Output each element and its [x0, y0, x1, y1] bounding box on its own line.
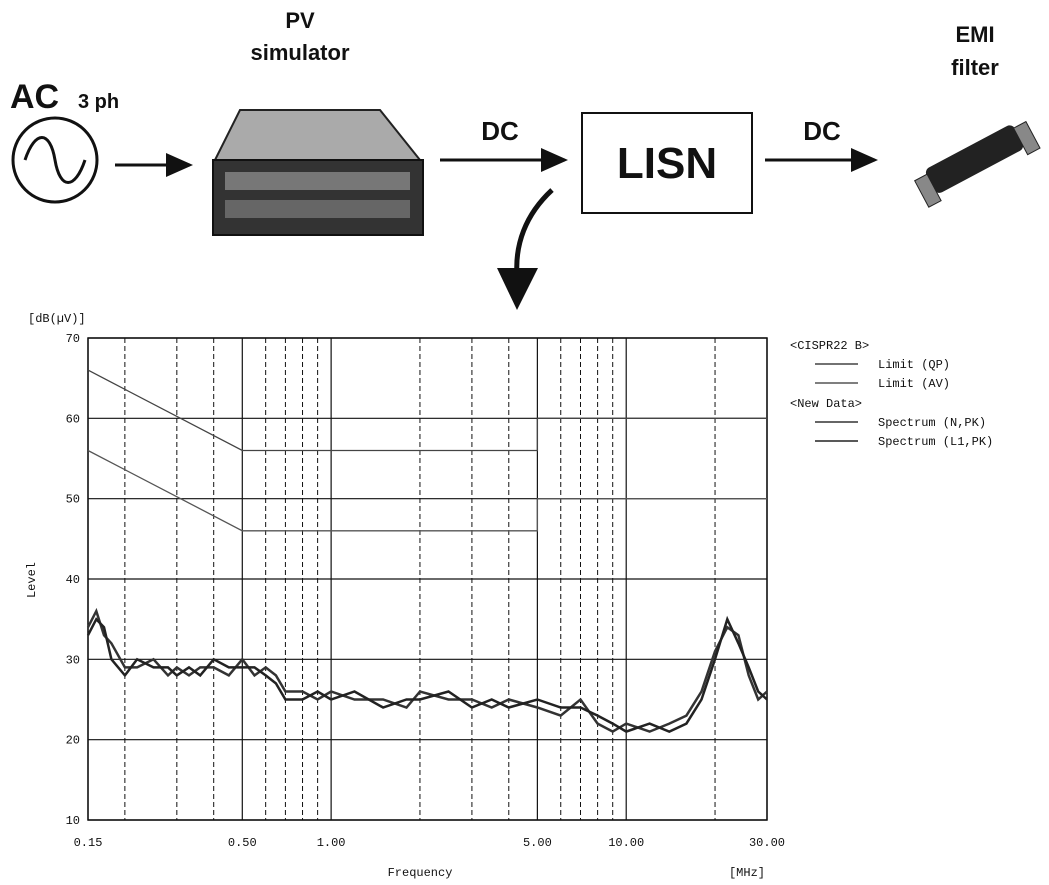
node-label: AC — [10, 78, 59, 116]
sine-icon — [23, 136, 87, 184]
y-tick-label: 10 — [66, 814, 80, 828]
pv-panel — [225, 172, 410, 190]
y-tick-label: 20 — [66, 734, 80, 748]
pv-panel — [225, 200, 410, 218]
emi-body — [925, 125, 1024, 193]
series-line — [86, 615, 768, 733]
legend-heading: <New Data> — [790, 397, 862, 411]
legend-label: Spectrum (L1,PK) — [878, 435, 993, 449]
y-tick-label: 30 — [66, 653, 80, 667]
series-line — [87, 449, 767, 532]
emi-bracket — [914, 173, 942, 208]
node-label: PV — [285, 8, 315, 33]
lisn-box — [581, 112, 753, 214]
emi-filter — [914, 120, 1041, 208]
y-tick-label: 60 — [66, 412, 80, 426]
y-tick-label: 50 — [66, 493, 80, 507]
edge-label: DC — [803, 116, 841, 146]
node-sublabel: 3 ph — [78, 91, 119, 113]
x-tick-label: 0.50 — [228, 836, 257, 850]
pv-top — [213, 109, 423, 161]
emi-bracket — [1012, 120, 1041, 156]
pv-simulator — [212, 159, 424, 236]
x-tick-label: 30.00 — [749, 836, 785, 850]
y-tick-label: 40 — [66, 573, 80, 587]
legend-label: Spectrum (N,PK) — [878, 416, 986, 430]
x-tick-label: 1.00 — [317, 836, 346, 850]
ac-source — [11, 116, 99, 204]
x-unit: [MHz] — [729, 866, 765, 880]
series-line — [86, 607, 768, 734]
node-sublabel: simulator — [250, 40, 349, 65]
legend-label: Limit (AV) — [878, 377, 950, 391]
y-axis-label: Level — [25, 562, 39, 598]
x-tick-label: 0.15 — [74, 836, 103, 850]
x-axis-label: Frequency — [388, 866, 453, 880]
arrow-head — [497, 268, 538, 310]
y-tick-label: 70 — [66, 332, 80, 346]
legend-label: Limit (QP) — [878, 358, 950, 372]
curved-arrow — [514, 188, 554, 276]
x-tick-label: 5.00 — [523, 836, 552, 850]
x-tick-label: 10.00 — [608, 836, 644, 850]
node-label: LISN — [617, 139, 717, 188]
edge-label: DC — [481, 116, 519, 146]
node-label: EMI — [955, 22, 994, 47]
series-line — [87, 369, 767, 452]
y-unit: [dB(µV)] — [28, 312, 86, 326]
legend-heading: <CISPR22 B> — [790, 339, 869, 353]
node-sublabel: filter — [951, 55, 999, 80]
